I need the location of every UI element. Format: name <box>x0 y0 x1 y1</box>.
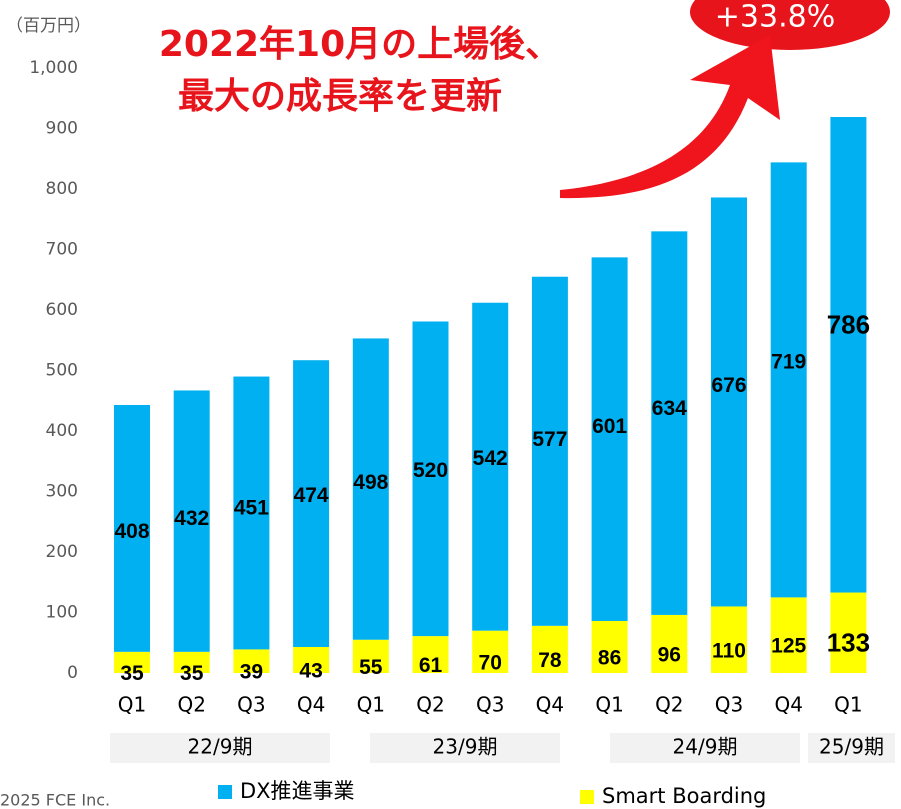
data-label: 39 <box>240 661 263 684</box>
bar-segment <box>651 614 688 673</box>
data-label: 601 <box>592 415 627 438</box>
x-tick-label: Q4 <box>774 693 802 717</box>
x-tick-label: Q3 <box>715 693 743 717</box>
bar-segment <box>352 338 389 640</box>
data-label: 110 <box>712 639 746 662</box>
bar-segment <box>293 360 330 647</box>
data-label: 408 <box>114 520 149 543</box>
bar-segment <box>114 651 150 673</box>
x-tick-label: Q4 <box>297 693 325 717</box>
bar-segment <box>770 162 807 598</box>
bar-segment <box>830 117 867 593</box>
bar-segment <box>711 197 747 607</box>
bar-segment <box>591 257 628 621</box>
x-tick-label: Q2 <box>655 693 683 717</box>
y-tick-label: 500 <box>46 361 78 381</box>
y-tick-label: 900 <box>46 119 78 139</box>
data-label: 125 <box>771 635 806 658</box>
y-tick-label: 300 <box>46 482 78 502</box>
bar-segment <box>472 630 509 673</box>
legend-label: Smart Boarding <box>602 784 766 808</box>
bar-segment <box>114 404 150 652</box>
footer: 2025 FCE Inc. <box>0 791 110 809</box>
y-tick-label: 400 <box>46 421 78 441</box>
y-tick-label: 600 <box>46 300 78 320</box>
x-tick-label: Q2 <box>177 693 205 717</box>
y-tick-label: 0 <box>67 663 78 683</box>
data-label: 634 <box>652 397 687 420</box>
data-label: 70 <box>479 651 502 674</box>
group-label: 22/9期 <box>188 735 253 759</box>
badge: +33.8% <box>715 0 835 35</box>
data-label: 542 <box>473 447 508 470</box>
x-tick-label: Q1 <box>118 693 146 717</box>
bar-segment <box>531 276 568 626</box>
x-tick-label: Q1 <box>595 693 623 717</box>
x-tick-label: Q4 <box>536 693 564 717</box>
data-label: 432 <box>174 507 209 530</box>
growth-arrow <box>560 35 780 199</box>
bar-segment <box>770 597 807 673</box>
legend-swatch <box>218 785 232 799</box>
data-label: 498 <box>353 471 388 494</box>
x-tick-label: Q2 <box>416 693 444 717</box>
data-label: 451 <box>234 497 269 520</box>
data-label: 35 <box>120 662 144 685</box>
bar-segment <box>412 321 449 637</box>
legend-swatch <box>580 790 594 804</box>
bar-segment <box>711 606 747 673</box>
group-band <box>610 733 800 763</box>
annotation: 最大の成長率を更新 <box>178 76 502 117</box>
bar-segment <box>233 649 270 673</box>
bar-segment <box>651 231 688 615</box>
y-tick-label: 200 <box>46 542 78 562</box>
data-label: 719 <box>771 351 806 374</box>
data-label: 78 <box>538 649 562 672</box>
bar-segment <box>412 636 449 673</box>
data-label: 35 <box>180 662 204 685</box>
data-label: 43 <box>299 660 322 683</box>
bar-segment <box>233 376 270 650</box>
annotation: 2022年10月の上場後、 <box>159 24 561 65</box>
group-band <box>110 733 330 763</box>
y-tick-label: 700 <box>46 240 78 260</box>
group-band <box>808 733 895 763</box>
bar-segment <box>173 651 210 673</box>
group-band <box>370 733 560 763</box>
bar-segment <box>531 625 568 673</box>
y-tick-label: 1,000 <box>29 58 78 78</box>
data-label: 96 <box>658 644 681 667</box>
y-tick-label: 800 <box>46 179 78 199</box>
bar-segment <box>472 302 509 631</box>
x-tick-label: Q3 <box>476 693 504 717</box>
data-label: 133 <box>827 628 870 658</box>
data-label: 786 <box>827 310 870 340</box>
group-label: 23/9期 <box>433 735 498 759</box>
badge-bg <box>690 0 890 50</box>
bar-segment <box>591 620 628 673</box>
y-tick-label: 100 <box>46 603 78 623</box>
group-label: 25/9期 <box>819 735 884 759</box>
x-tick-label: Q3 <box>237 693 265 717</box>
data-label: 676 <box>711 374 746 397</box>
x-tick-label: Q1 <box>357 693 385 717</box>
data-label: 577 <box>532 428 567 451</box>
data-label: 520 <box>413 459 448 482</box>
data-label: 86 <box>598 647 621 670</box>
bar-segment <box>293 646 330 673</box>
group-label: 24/9期 <box>673 735 738 759</box>
data-label: 474 <box>294 484 329 507</box>
bar-segment <box>352 639 389 673</box>
data-label: 55 <box>359 656 383 679</box>
data-label: 61 <box>419 654 443 677</box>
bar-segment <box>830 592 867 673</box>
x-tick-label: Q1 <box>834 693 862 717</box>
unit-label: （百万円） <box>6 16 91 36</box>
legend-label: DX推進事業 <box>240 779 355 803</box>
bar-segment <box>173 390 210 652</box>
